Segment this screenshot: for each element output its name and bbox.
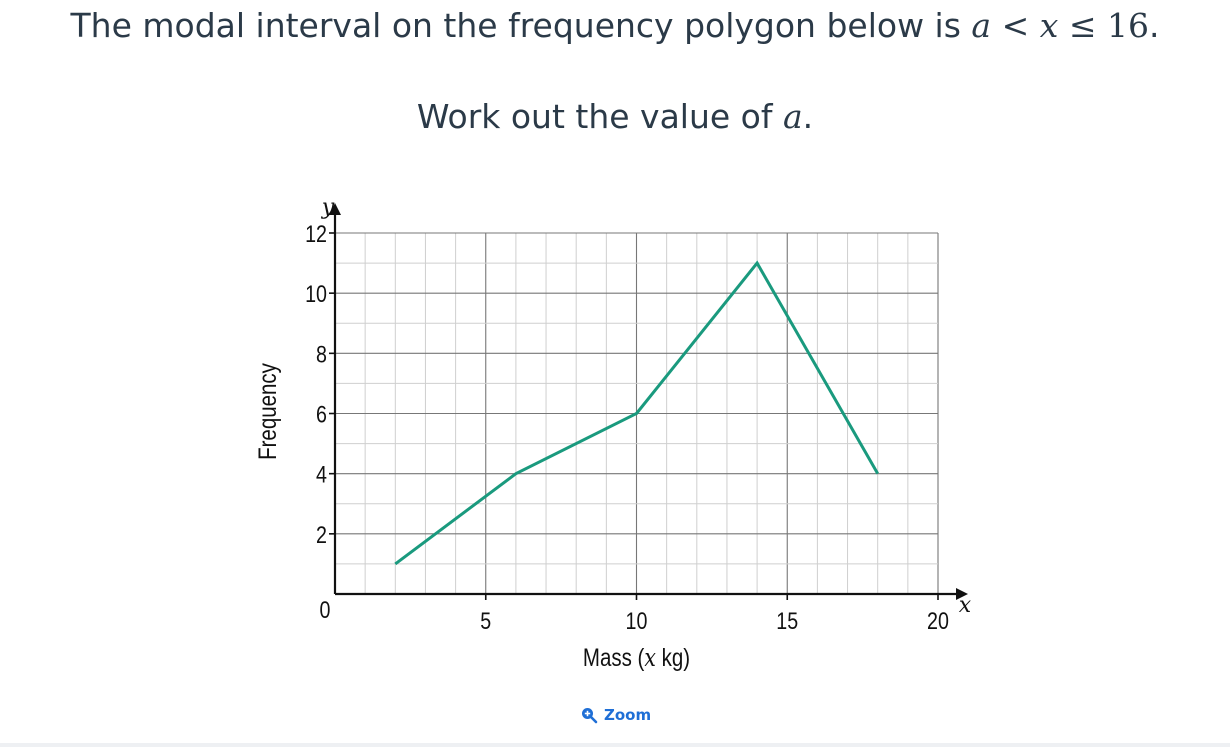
question-prefix: The modal interval on the frequency poly… (70, 6, 972, 45)
origin-label: 0 (320, 596, 331, 623)
bottom-divider (0, 743, 1230, 747)
question-text: The modal interval on the frequency poly… (0, 6, 1230, 46)
math-x: x (1039, 6, 1059, 45)
x-tick-label: 5 (480, 607, 491, 634)
zoom-button[interactable]: Zoom (580, 706, 651, 724)
y-tick-label: 4 (316, 461, 327, 488)
instruction-prefix: Work out the value of (416, 97, 783, 136)
x-axis-title: Mass (x kg) (583, 643, 690, 673)
frequency-polygon-chart: 5 10 15 20 0 2 4 6 8 10 12 x y Mass (x kg) Frequency (253, 195, 972, 673)
x-axis-letter: x (959, 593, 972, 618)
instruction-suffix: . (802, 97, 814, 136)
y-axis-arrow (329, 203, 341, 215)
zoom-in-icon (582, 708, 598, 724)
x-tick-label: 20 (927, 607, 949, 634)
grid (335, 232, 939, 594)
math-le: ≤ (1058, 6, 1107, 45)
math-a: a (971, 6, 992, 45)
zoom-label: Zoom (604, 706, 652, 724)
instruction-math: a (782, 97, 803, 136)
math-lt: < (991, 6, 1040, 45)
y-tick-label: 12 (305, 220, 327, 247)
x-axis-arrow (956, 588, 968, 600)
math-num: 16 (1107, 6, 1149, 45)
y-tick-label: 8 (316, 340, 327, 367)
x-tick-label: 15 (776, 607, 798, 634)
question-math: a < x ≤ 16 (971, 6, 1149, 45)
y-axis-letter: y (321, 195, 335, 220)
y-tick-label: 6 (316, 401, 327, 428)
x-tick-label: 10 (626, 607, 648, 634)
y-tick-label: 2 (316, 521, 327, 548)
y-tick-label: 10 (305, 280, 327, 307)
question-period: . (1149, 6, 1160, 45)
instruction-text: Work out the value of a. (0, 97, 1230, 137)
y-axis-title: Frequency (253, 363, 281, 460)
